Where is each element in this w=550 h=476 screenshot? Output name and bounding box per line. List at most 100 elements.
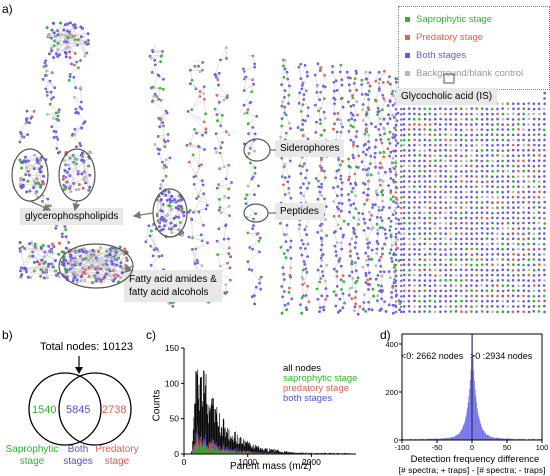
network-node: [433, 190, 437, 194]
network-node: [433, 201, 437, 204]
network-node: [394, 108, 398, 111]
network-node: [543, 144, 546, 147]
network-node: [516, 294, 520, 298]
network-node: [418, 242, 422, 246]
network-node: [491, 268, 495, 272]
network-node: [527, 175, 530, 178]
network-node: [418, 117, 421, 121]
network-node: [454, 159, 458, 163]
histogram-bar: [284, 451, 285, 454]
network-node: [501, 222, 504, 225]
network-edge: [215, 133, 222, 148]
network-node: [438, 123, 442, 126]
network-node: [428, 252, 432, 256]
network-node: [496, 143, 500, 147]
network-node: [56, 151, 60, 155]
network-node: [151, 85, 155, 89]
network-node: [439, 143, 442, 147]
venn-label-both: Both stages: [58, 444, 98, 468]
network-node: [506, 253, 510, 256]
histogram-bar: [226, 449, 228, 454]
histogram-bar: [192, 451, 193, 454]
network-node: [400, 269, 403, 272]
network-node: [402, 128, 406, 131]
network-node: [433, 185, 437, 188]
network-node: [218, 167, 222, 171]
histogram-bar: [216, 407, 218, 454]
network-node: [532, 232, 536, 236]
network-node: [364, 123, 368, 127]
network-node: [439, 138, 442, 142]
network-node: [423, 128, 426, 131]
network-node: [321, 270, 324, 273]
network-node: [396, 141, 400, 145]
network-node: [433, 222, 437, 225]
histogram-bar: [257, 446, 259, 454]
network-edge: [223, 225, 226, 240]
network-node: [433, 305, 437, 309]
network-edge: [245, 185, 259, 199]
network-node: [506, 263, 510, 266]
network-node: [470, 217, 473, 220]
network-node: [527, 294, 530, 298]
histogram-bar: [236, 451, 238, 454]
network-edge: [298, 67, 302, 79]
network-edge: [301, 111, 304, 121]
network-edge: [29, 243, 56, 261]
legend-swatch: [405, 52, 410, 58]
network-node: [400, 118, 403, 121]
network-node: [449, 154, 452, 158]
histogram-bar: [224, 451, 225, 454]
network-node: [193, 262, 197, 266]
network-node: [354, 194, 357, 198]
network-edge: [302, 129, 309, 140]
network-node: [496, 169, 500, 173]
histogram-bar: [210, 450, 211, 454]
network-node: [370, 248, 374, 252]
network-node: [348, 165, 352, 169]
network-node: [501, 128, 504, 131]
network-node: [402, 268, 406, 272]
network-node: [413, 284, 416, 288]
network-node: [19, 179, 23, 182]
panel-b-letter: b): [2, 328, 13, 342]
histogram-bar: [229, 452, 231, 454]
network-node: [67, 250, 71, 254]
network-node: [400, 300, 403, 303]
network-node: [25, 190, 29, 194]
network-node: [538, 154, 541, 157]
network-node: [25, 166, 29, 170]
network-node: [506, 274, 510, 277]
network-node: [537, 107, 541, 111]
network-node: [73, 96, 76, 99]
network-node: [108, 253, 112, 257]
network-node: [532, 206, 536, 209]
network-node: [413, 253, 416, 256]
network-edge: [340, 164, 342, 177]
network-node: [351, 94, 354, 97]
network-node: [511, 227, 515, 230]
network-node: [49, 36, 53, 40]
network-node: [115, 263, 119, 267]
network-node: [485, 263, 489, 266]
network-node: [527, 268, 531, 272]
network-node: [501, 118, 505, 121]
network-node: [486, 185, 489, 188]
network-node: [501, 102, 504, 105]
network-node: [527, 279, 530, 282]
network-node: [517, 237, 520, 241]
network-node: [480, 211, 484, 214]
network-node: [480, 304, 484, 308]
network-node: [423, 170, 427, 173]
network-node: [439, 117, 442, 121]
network-node: [449, 278, 452, 282]
network-node: [512, 263, 515, 267]
network-node: [402, 227, 406, 230]
network-node: [380, 219, 384, 223]
network-node: [506, 154, 510, 157]
network-node: [475, 304, 478, 308]
network-node: [423, 305, 427, 308]
network-node: [81, 151, 84, 155]
network-node: [439, 196, 442, 199]
network-node: [507, 175, 510, 178]
